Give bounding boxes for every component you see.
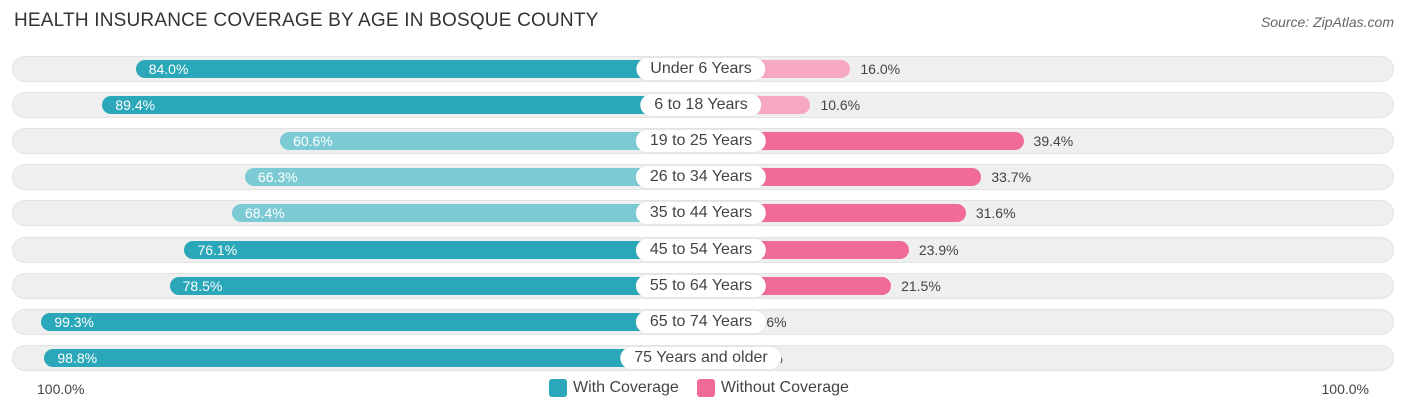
category-label: 35 to 44 Years [635,202,767,224]
axis-right-label: 100.0% [1321,381,1369,397]
chart-title: HEALTH INSURANCE COVERAGE BY AGE IN BOSQ… [14,10,599,31]
value-label-without-coverage: 31.6% [975,205,1016,221]
row-45-to-54-years: 76.1% 23.9% 45 to 54 Years [12,237,1394,263]
bar-with-coverage: 84.0% [135,60,654,78]
row-75-years-and-older: 98.8%1.2%75 Years and older [12,345,1394,371]
category-label: 65 to 74 Years [635,311,767,333]
value-label-without-coverage: 21.5% [901,278,941,294]
bar-with-coverage: 68.4% [231,204,654,222]
row-55-to-64-years: 78.5% 21.5% 55 to 64 Years [12,273,1394,299]
row-under-6-years: 84.0% 16.0% Under 6 Years [12,56,1394,82]
value-label-with-coverage: 78.5% [182,278,223,294]
value-label-without-coverage: 39.4% [1033,133,1074,149]
category-label: Under 6 Years [636,58,766,80]
value-label-with-coverage: 66.3% [257,169,298,185]
legend: With Coverage Without Coverage [549,379,867,397]
value-label-without-coverage: 16.0% [860,61,901,77]
row-26-to-34-years: 66.3% 33.7% 26 to 34 Years [12,164,1394,190]
value-label-without-coverage: 23.9% [918,242,959,258]
bar-with-coverage: 78.5% [169,277,654,295]
row-19-to-25-years: 60.6% 39.4% 19 to 25 Years [12,128,1394,154]
value-label-with-coverage: 60.6% [293,133,333,149]
value-label-with-coverage: 99.3% [54,314,95,330]
category-label: 45 to 54 Years [635,239,767,261]
axis-left-label: 100.0% [37,381,85,397]
legend-swatch-without-coverage [696,379,715,397]
legend-label-without-coverage: Without Coverage [720,379,849,396]
category-label: 55 to 64 Years [635,275,767,297]
row-35-to-44-years: 68.4% 31.6% 35 to 44 Years [12,200,1394,226]
bar-with-coverage: 89.4% [102,96,654,114]
bar-with-coverage: 76.1% [184,241,654,259]
value-label-without-coverage: 33.7% [991,169,1032,185]
legend-label-with-coverage: With Coverage [573,379,679,396]
legend-item-with-coverage: With Coverage [549,379,679,397]
bar-with-coverage: 98.8% [44,349,654,367]
source-label: Source: ZipAtlas.com [1260,14,1394,30]
row-65-to-74-years: 99.3% 0.66% 65 to 74 Years [12,309,1394,335]
category-label: 75 Years and older [620,347,782,369]
bar-with-coverage: 66.3% [244,168,654,186]
value-label-with-coverage: 89.4% [115,97,156,113]
value-label-without-coverage: 10.6% [820,97,861,113]
bar-with-coverage: 99.3% [41,313,654,331]
value-label-with-coverage: 76.1% [197,242,238,258]
legend-item-without-coverage: Without Coverage [696,379,849,397]
value-label-with-coverage: 98.8% [57,350,98,366]
category-label: 6 to 18 Years [640,94,762,116]
value-label-with-coverage: 68.4% [244,205,285,221]
value-label-with-coverage: 84.0% [148,61,189,77]
legend-swatch-with-coverage [549,379,567,397]
row-6-to-18-years: 89.4% 10.6% 6 to 18 Years [12,92,1394,118]
category-label: 26 to 34 Years [635,166,767,188]
category-label: 19 to 25 Years [635,130,767,152]
bar-with-coverage: 60.6% [280,132,654,150]
